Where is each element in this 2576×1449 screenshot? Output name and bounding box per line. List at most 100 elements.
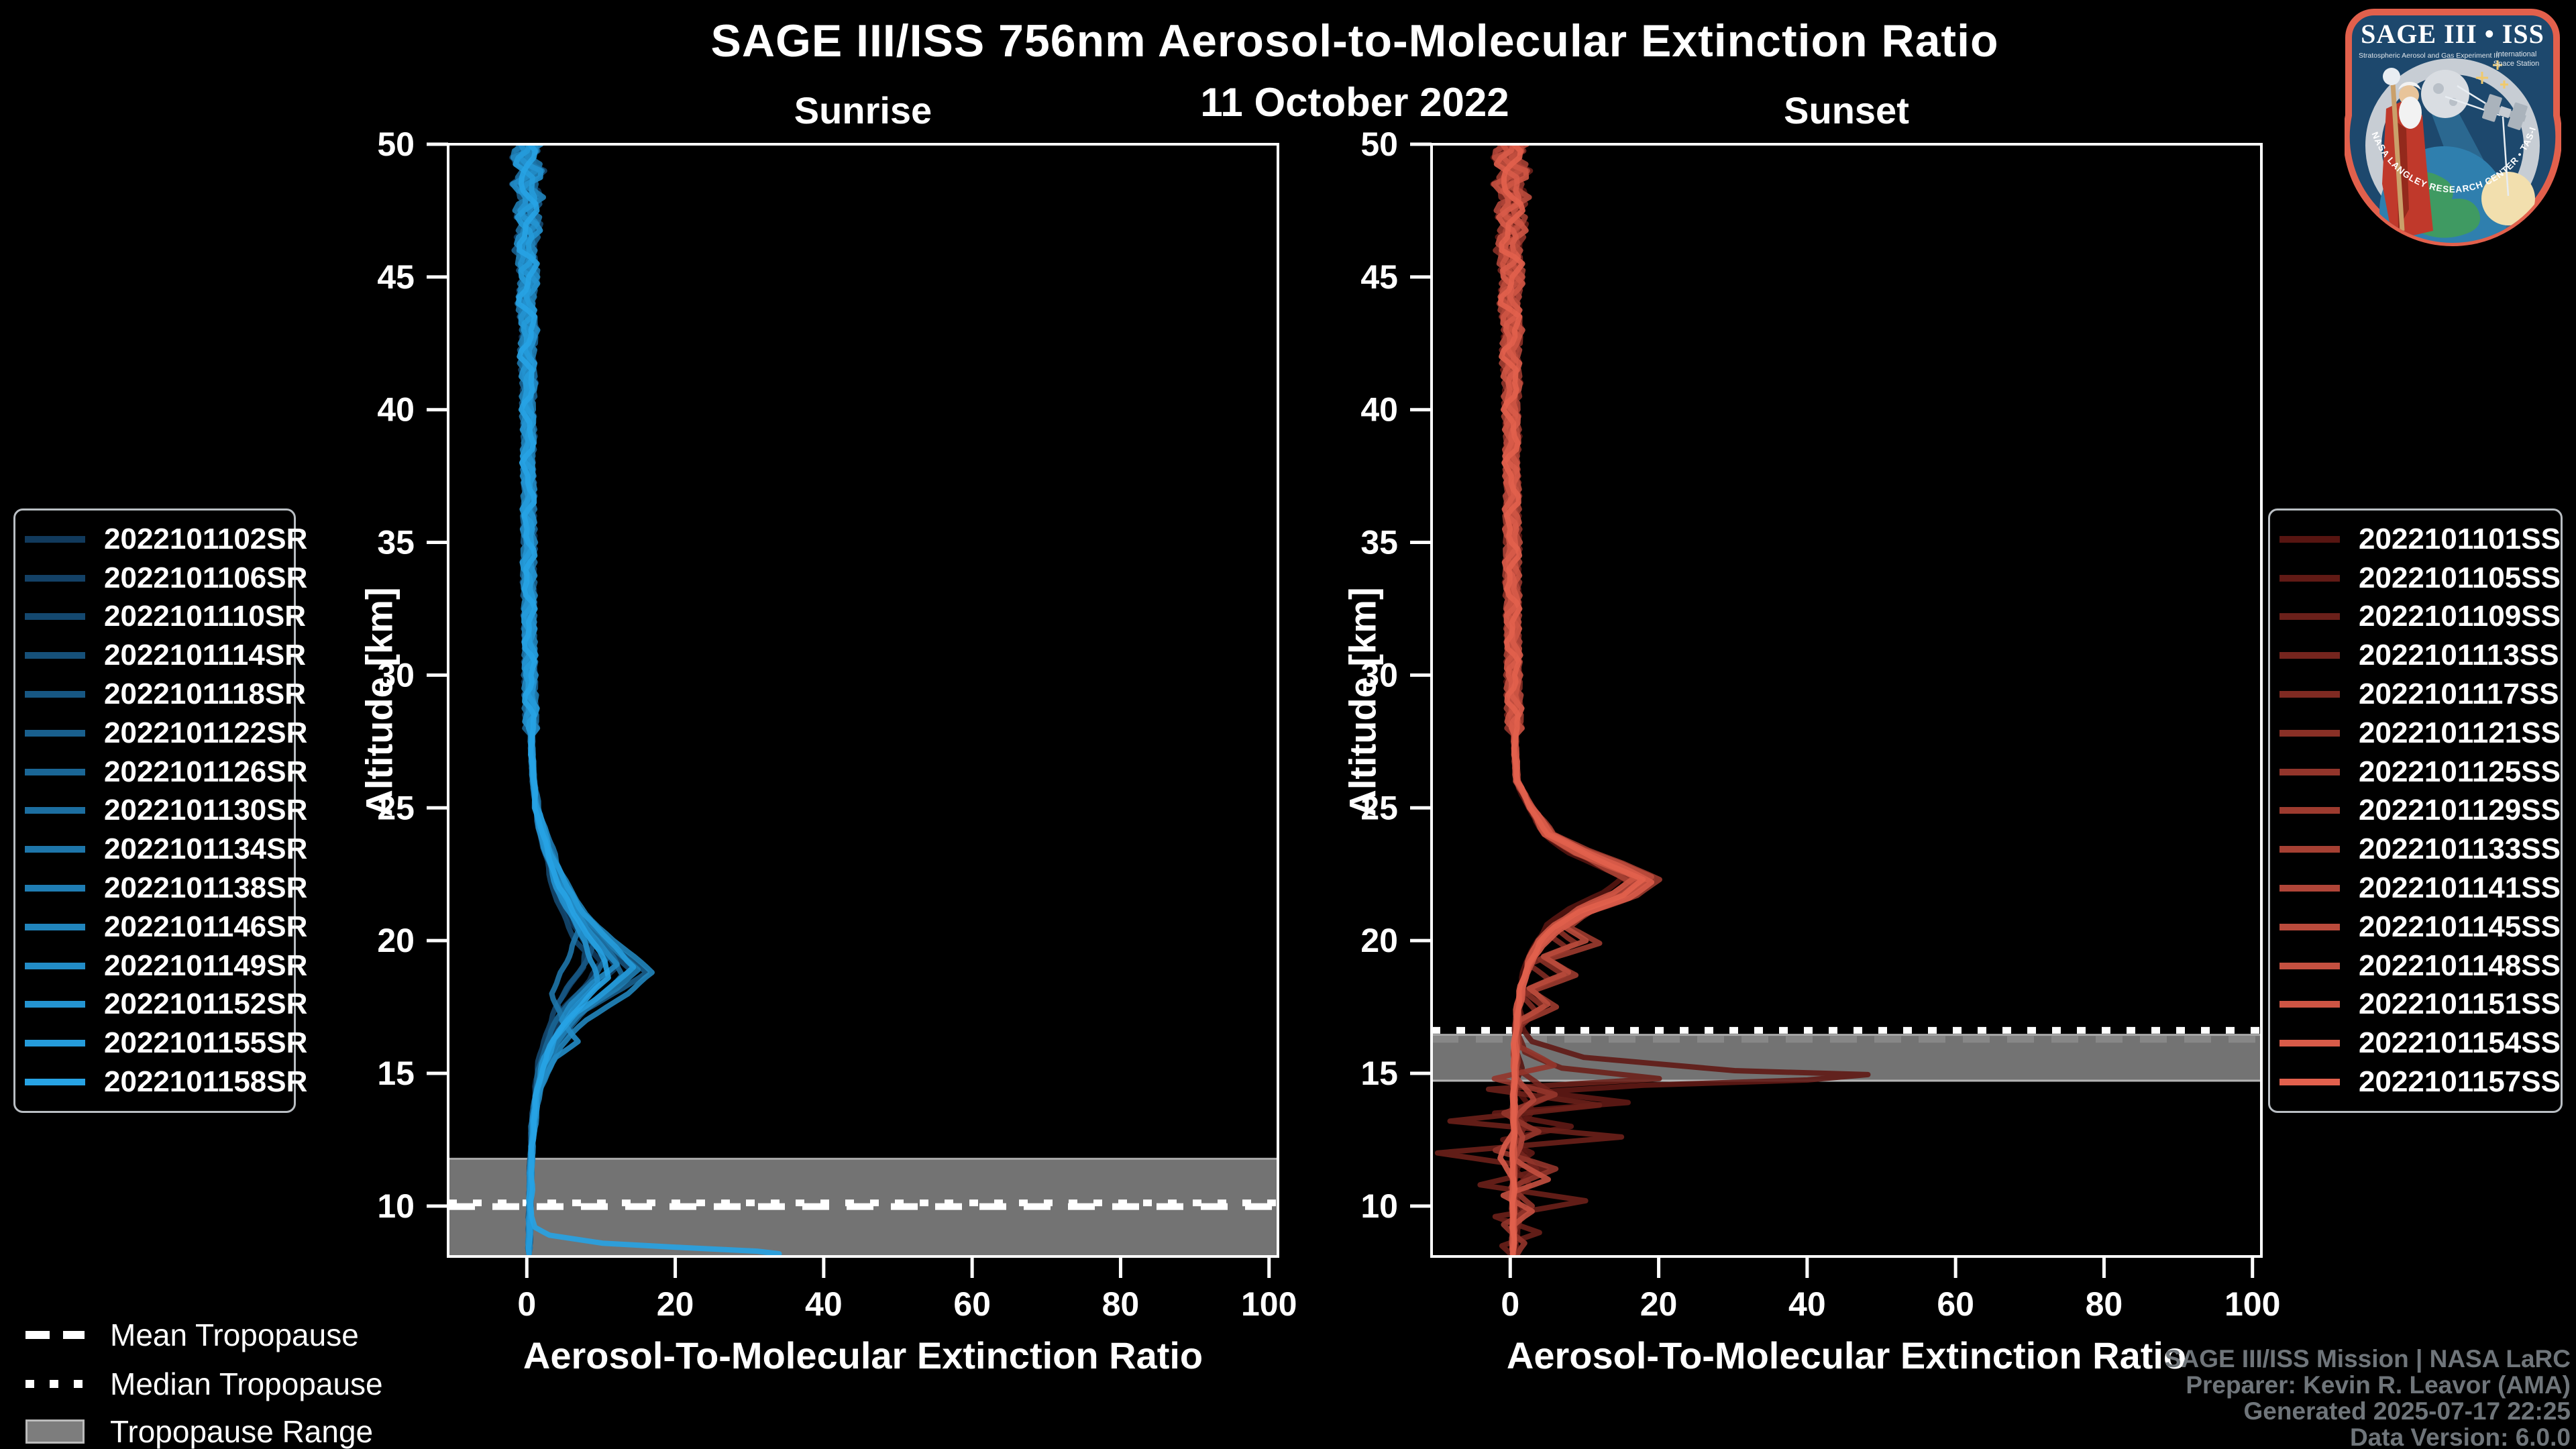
legend-item: 2022101157SS (2270, 1065, 2561, 1099)
y-tick-label: 35 (1360, 524, 1398, 561)
legend-label: 2022101129SS (2359, 794, 2561, 827)
attribution-block: SAGE III/ISS Mission | NASA LaRC Prepare… (2165, 1346, 2571, 1449)
legend-label: 2022101117SS (2359, 678, 2559, 711)
legend-line-swatch (2279, 729, 2340, 737)
y-tick-label: 10 (1360, 1187, 1398, 1225)
median-tropopause-legend-item: Median Tropopause (25, 1366, 383, 1401)
legend-label: 2022101145SS (2359, 910, 2561, 943)
legend-label: 2022101151SS (2359, 987, 2561, 1021)
legend-item: 2022101154SS (2270, 1026, 2561, 1060)
legend-item: 2022101148SS (2270, 949, 2561, 983)
sunset-legend: 2022101101SS 2022101105SS 2022101109SS 2022… (2268, 508, 2563, 1113)
logo-title: SAGE III • ISS (2361, 19, 2544, 49)
figure-title: SAGE III/ISS 756nm Aerosol-to-Molecular … (710, 15, 1999, 66)
figure-subtitle: 11 October 2022 (1200, 80, 1509, 125)
sunset-chart: 10 15 20 25 30 35 40 45 50 0 20 40 60 80 100 (1360, 125, 2280, 1323)
logo-subtitle-right-2: Space Station (2493, 60, 2540, 68)
x-tick-label: 80 (2086, 1285, 2123, 1323)
y-tick-label: 15 (1360, 1055, 1398, 1092)
legend-item: 2022101106SR (15, 561, 307, 595)
legend-line-swatch (25, 807, 85, 814)
legend-line-swatch (2279, 691, 2340, 698)
y-tick-label: 40 (377, 391, 415, 429)
legend-line-swatch (25, 1079, 85, 1086)
legend-item: 2022101145SS (2270, 910, 2561, 944)
legend-line-swatch (2279, 962, 2340, 969)
legend-line-swatch (25, 923, 85, 930)
legend-line-swatch (2279, 613, 2340, 621)
panel-title-sunset: Sunset (1784, 89, 1909, 131)
legend-label: 2022101149SR (104, 949, 308, 982)
legend-label: 2022101101SS (2359, 522, 2561, 555)
axes-spines (447, 143, 1279, 1258)
x-tick-label: 60 (953, 1285, 991, 1323)
legend-item: 2022101110SR (15, 600, 306, 633)
legend-item: 2022101151SS (2270, 987, 2561, 1021)
y-tick-label: 50 (377, 125, 415, 163)
mean-tropopause-legend-item: Mean Tropopause (25, 1318, 359, 1352)
dotted-line-swatch (25, 1380, 85, 1388)
sunrise-legend: 2022101102SR 2022101106SR 2022101110SR 2022… (13, 508, 307, 1113)
legend-label: 2022101122SR (104, 716, 308, 749)
profile-line (1497, 144, 1646, 1256)
legend-label: 2022101114SR (104, 639, 306, 672)
x-tick-label: 40 (1788, 1285, 1826, 1323)
legend-item: 2022101133SS (2270, 833, 2561, 866)
y-tick-label: 10 (377, 1187, 415, 1225)
mission-credit: SAGE III/ISS Mission | NASA LaRC (2164, 1345, 2571, 1373)
legend-label: 2022101121SS (2359, 716, 2561, 749)
legend-label: 2022101158SR (104, 1065, 308, 1099)
legend-label: 2022101110SR (104, 600, 306, 633)
legend-item: 2022101129SS (2270, 794, 2561, 827)
legend-item: 2022101114SR (15, 639, 306, 672)
sunrise-y-axis-label: Altitude [km] (358, 587, 400, 817)
median-tropopause-label: Median Tropopause (110, 1366, 383, 1401)
y-tick-label: 25 (377, 789, 415, 826)
legend-item: 2022101146SR (15, 910, 307, 944)
legend-label: 2022101109SS (2359, 600, 2561, 633)
legend-line-swatch (25, 768, 85, 775)
legend-item: 2022101117SS (2270, 678, 2561, 711)
panel-title-sunrise: Sunrise (794, 89, 932, 131)
legend-line-swatch (25, 962, 85, 969)
legend-line-swatch (2279, 807, 2340, 814)
x-tick-label: 0 (1501, 1285, 1519, 1323)
legend-line-swatch (25, 613, 85, 621)
legend-label: 2022101133SS (2359, 833, 2561, 866)
legend-item: 2022101122SR (15, 716, 307, 750)
logo-sage-figure (2382, 68, 2433, 240)
legend-item: 2022101101SS (2270, 523, 2561, 556)
legend-label: 2022101106SR (104, 561, 308, 594)
y-tick-label: 50 (1360, 125, 1398, 163)
legend-line-swatch (2279, 768, 2340, 775)
legend-line-swatch (25, 1001, 85, 1008)
legend-label: 2022101155SR (104, 1026, 308, 1060)
x-tick-label: 40 (805, 1285, 843, 1323)
y-tick-label: 20 (1360, 922, 1398, 959)
legend-item: 2022101138SR (15, 871, 307, 905)
legend-label: 2022101118SR (104, 678, 306, 711)
logo-stars (2476, 60, 2508, 89)
dashed-line-swatch (25, 1331, 85, 1339)
logo-subtitle-right-1: International (2496, 50, 2537, 58)
x-tick-label: 0 (517, 1285, 536, 1323)
y-tick-label: 45 (1360, 258, 1398, 296)
legend-line-swatch (2279, 535, 2340, 543)
legend-label: 2022101102SR (104, 522, 308, 555)
sunrise-chart: 10 15 20 25 30 35 40 45 50 0 20 40 60 80 100 (377, 125, 1297, 1323)
sage-iii-iss-mission-logo: SAGE III • ISS Stratospheric Aerosol and… (2345, 8, 2561, 247)
sunset-plot-area: 10 15 20 25 30 35 40 45 50 0 20 40 60 80 100 (1360, 125, 2280, 1323)
legend-item: 2022101118SR (15, 678, 306, 711)
legend-label: 2022101125SS (2359, 755, 2561, 788)
legend-item: 2022101152SR (15, 987, 307, 1021)
legend-line-swatch (2279, 846, 2340, 853)
logo-moon-crater (2433, 83, 2444, 94)
x-tick-label: 100 (2224, 1285, 2280, 1323)
logo-subtitle-left: Stratospheric Aerosol and Gas Experiment… (2359, 52, 2500, 60)
sunset-x-axis-label: Aerosol-To-Molecular Extinction Ratio (1506, 1334, 2187, 1377)
tropopause-range-label: Tropopause Range (110, 1414, 374, 1449)
y-tick-label: 15 (377, 1055, 415, 1092)
y-tick-label: 25 (1360, 789, 1398, 826)
legend-item: 2022101141SS (2270, 871, 2561, 905)
legend-line-swatch (2279, 652, 2340, 659)
